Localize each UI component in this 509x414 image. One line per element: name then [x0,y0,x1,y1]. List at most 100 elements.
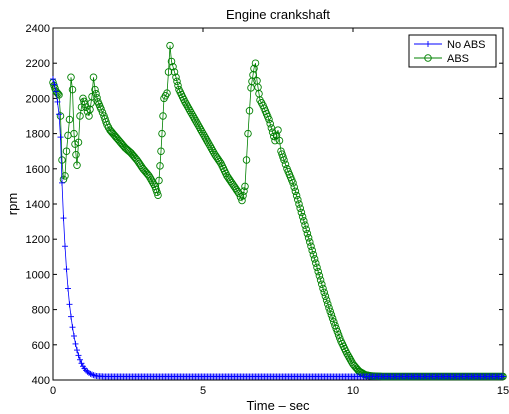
data-point-abs [294,196,302,204]
data-point-abs [145,172,153,180]
data-point-abs [235,189,243,198]
data-point-no-abs [89,371,95,378]
data-point-abs [281,160,290,169]
data-point-abs [267,124,276,132]
data-point-abs [346,356,355,364]
data-point-abs [208,146,217,155]
data-point-abs [316,276,325,284]
legend: No ABS ABS [408,34,497,68]
y-tick-label: 1200 [26,234,50,246]
series-no-abs [50,76,506,380]
data-point-abs [89,73,98,82]
data-point-abs [245,106,254,115]
x-tick-label: 5 [200,385,206,397]
data-point-abs [265,115,273,124]
legend-box [408,34,497,68]
data-point-abs [170,68,179,76]
data-point-abs [187,108,195,117]
data-point-abs [306,238,314,246]
data-point-abs [295,200,303,208]
y-tick-label: 800 [32,305,50,317]
data-point-abs [164,68,173,76]
data-point-abs [193,119,201,127]
data-point-no-abs [68,313,74,320]
data-point-no-abs [62,243,68,250]
data-point-abs [72,150,80,159]
data-point-abs [154,191,162,199]
data-point-no-abs [59,179,65,186]
data-point-abs [163,89,171,97]
data-point-abs [313,263,321,272]
data-point-abs [155,176,163,185]
data-point-abs [190,115,199,123]
plot-area: 0 5 10 15 400 600 800 1000 1200 1400 1600 1800 2000… [26,23,509,397]
data-point-abs [204,138,212,146]
y-tick-label: 1000 [26,269,50,281]
data-point-no-abs [87,370,94,377]
data-point-abs [201,134,210,142]
data-point-abs [344,351,352,360]
data-point-abs [167,57,176,66]
data-point-abs [309,250,318,259]
y-tick-label: 2200 [26,58,50,70]
data-point-abs [188,110,196,119]
data-point-no-abs [72,340,79,347]
data-point-abs [97,105,105,113]
data-point-abs [181,98,189,106]
y-tick-label: 1800 [26,129,50,141]
data-point-abs [62,147,71,155]
data-point-abs [196,125,205,134]
data-point-abs [290,183,298,191]
y-tick-label: 2000 [26,93,50,105]
data-point-abs [266,119,274,128]
data-point-abs [98,108,107,117]
data-point-abs [297,208,306,217]
data-point-abs [326,307,334,316]
data-point-abs [307,242,315,250]
data-point-abs [192,117,200,125]
data-point-abs [332,324,340,333]
data-point-abs [331,321,339,330]
y-tick-label: 1400 [26,199,50,211]
data-point-abs [147,176,156,184]
data-point-abs [76,112,84,120]
data-point-abs [321,292,330,300]
data-point-abs [216,158,224,166]
data-point-no-abs [50,76,56,83]
y-tick-label: 600 [32,340,50,352]
legend-marker-glyph [424,54,432,62]
data-point-no-abs [60,215,67,222]
y-tick-label: 2400 [26,23,50,35]
data-point-abs [310,255,319,263]
data-point-abs [186,106,194,115]
data-point-no-abs [90,372,97,379]
data-point-abs [70,129,78,138]
data-point-abs [189,112,198,121]
data-point-abs [291,187,300,196]
data-point-abs [240,187,248,195]
x-ticks: 0 5 10 15 [50,28,509,397]
data-point-abs [206,142,214,151]
x-tick-label: 10 [347,385,359,397]
data-point-abs [156,162,164,170]
data-point-abs [184,104,193,113]
data-point-no-abs [83,367,89,374]
y-tick-label: 400 [32,375,50,387]
data-point-abs [296,204,304,212]
x-axis-label: Time – sec [246,398,310,413]
data-point-abs [327,311,336,319]
data-point-abs [319,284,327,293]
data-point-abs [314,267,322,276]
data-point-abs [271,136,279,145]
data-point-no-abs [500,373,506,380]
data-point-abs [169,62,177,71]
data-point-no-abs [57,134,64,141]
data-point-no-abs [56,111,62,118]
data-point-abs [302,225,310,234]
data-point-abs [325,304,333,312]
data-point-abs [198,127,206,136]
data-point-abs [244,129,252,138]
data-point-abs [182,100,190,108]
legend-label-abs: ABS [447,53,469,65]
data-point-abs [146,174,154,182]
